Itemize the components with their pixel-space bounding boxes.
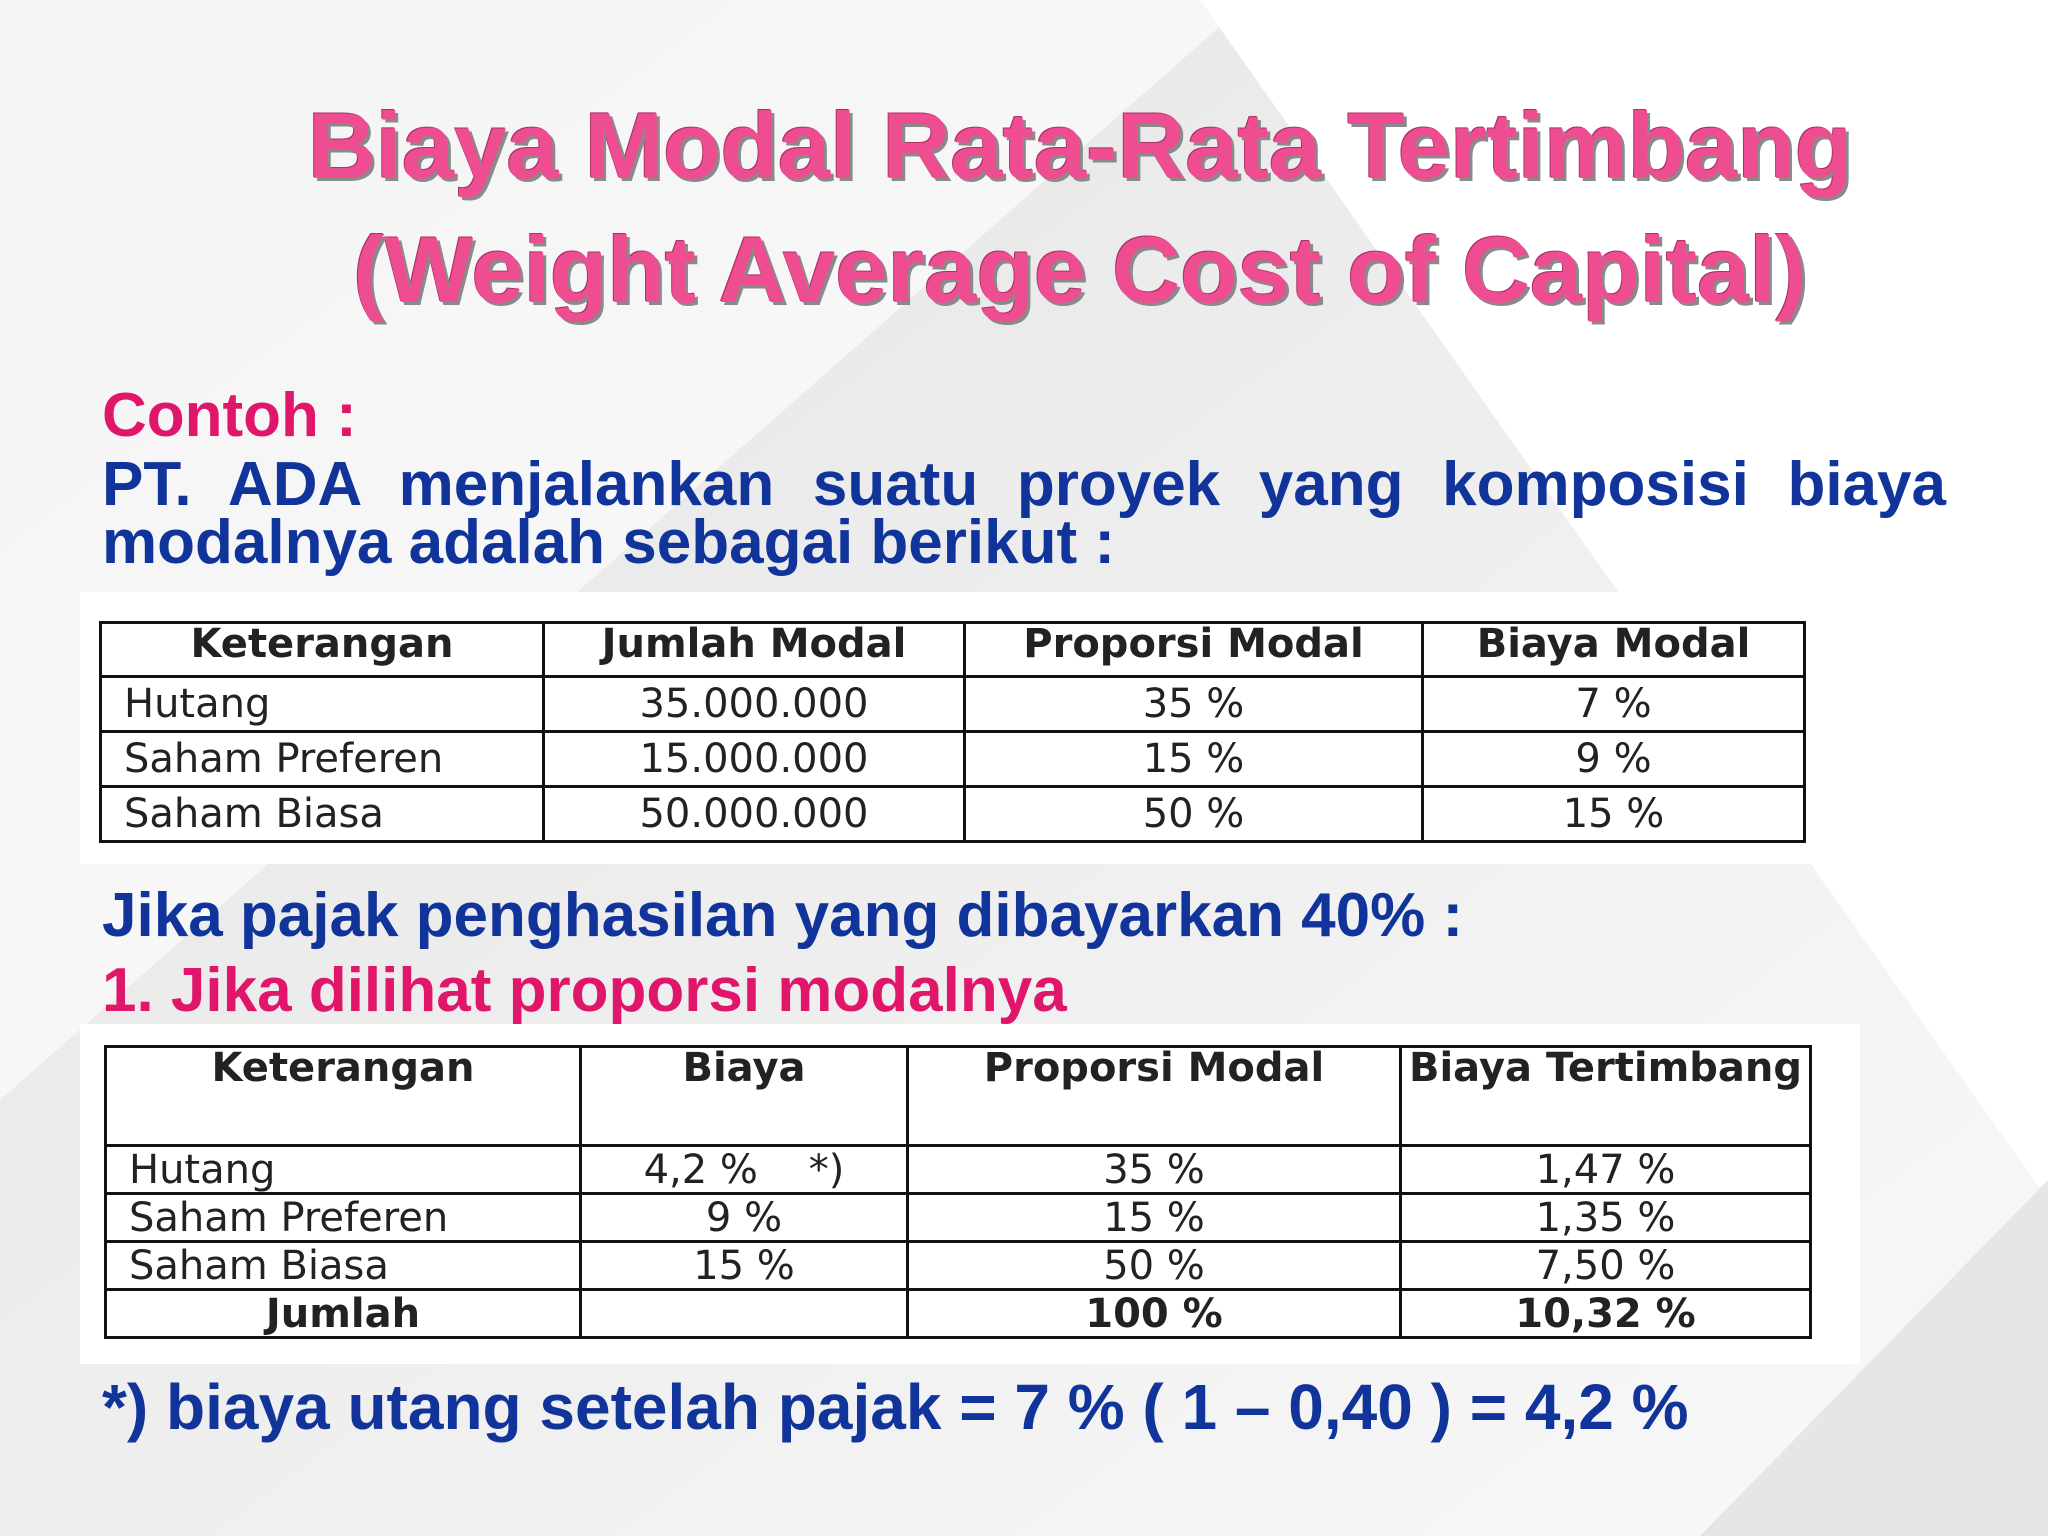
row: Saham Preferen 9 % 15 % 1,35 % <box>104 1192 1812 1243</box>
cell: 4,2 % *) <box>579 1144 909 1195</box>
header-cell: Proporsi Modal <box>963 621 1424 678</box>
cell: 10,32 % <box>1399 1288 1812 1339</box>
cell: Saham Preferen <box>104 1192 582 1243</box>
header-cell: Biaya <box>579 1045 909 1147</box>
cell: 1,47 % <box>1399 1144 1812 1195</box>
cell <box>579 1288 909 1339</box>
header-cell: Jumlah Modal <box>542 621 966 678</box>
cell: 7,50 % <box>1399 1240 1812 1291</box>
tax-text: Jika pajak penghasilan yang dibayarkan 4… <box>102 881 1464 950</box>
cell: 35 % <box>963 675 1424 733</box>
cell: 9 % <box>1421 730 1806 788</box>
total-row: Jumlah 100 % 10,32 % <box>104 1288 1812 1339</box>
cell: Jumlah <box>104 1288 582 1339</box>
cell: 15 % <box>579 1240 909 1291</box>
header-cell: Proporsi Modal <box>906 1045 1402 1147</box>
cell: 15 % <box>963 730 1424 788</box>
header-cell: Keterangan <box>104 1045 582 1147</box>
header-row: Keterangan Biaya Proporsi Modal Biaya Terti… <box>104 1045 1812 1147</box>
cell: 7 % <box>1421 675 1806 733</box>
intro-text: PT. ADA menjalankan suatu proyek yang ko… <box>102 450 1946 577</box>
cell: Saham Preferen <box>99 730 545 788</box>
cell: 50.000.000 <box>542 785 966 843</box>
intro-label: Contoh : <box>102 381 357 450</box>
cell: 15 % <box>906 1192 1402 1243</box>
row: Saham Preferen 15.000.000 15 % 9 % <box>99 730 1806 788</box>
cell: Saham Biasa <box>104 1240 582 1291</box>
cell: 50 % <box>906 1240 1402 1291</box>
row: Saham Biasa 50.000.000 50 % 15 % <box>99 785 1806 843</box>
title-line: (Weight Average Cost of Capital) <box>353 217 1807 322</box>
cell: 15 % <box>1421 785 1806 843</box>
cell: 35 % <box>906 1144 1402 1195</box>
cell: 50 % <box>963 785 1424 843</box>
header-cell: Biaya Modal <box>1421 621 1806 678</box>
cell: 35.000.000 <box>542 675 966 733</box>
header-row: Keterangan Jumlah Modal Proporsi Modal Biay… <box>99 621 1806 678</box>
header-cell: Keterangan <box>99 621 545 678</box>
footnote: *) biaya utang setelah pajak = 7 % ( 1 –… <box>102 1371 1689 1443</box>
row: Hutang 35.000.000 35 % 7 % <box>99 675 1806 733</box>
cell: Hutang <box>104 1144 582 1195</box>
cell: 1,35 % <box>1399 1192 1812 1243</box>
cell: 15.000.000 <box>542 730 966 788</box>
cell: 100 % <box>906 1288 1402 1339</box>
step-text: 1. Jika dilihat proporsi modalnya <box>102 956 1067 1025</box>
row: Hutang 4,2 % *) 35 % 1,47 % <box>104 1144 1812 1195</box>
cell: 9 % <box>579 1192 909 1243</box>
table-1: Keterangan Jumlah Modal Proporsi Modal Biay… <box>99 621 1806 843</box>
cell: Saham Biasa <box>99 785 545 843</box>
cell: Hutang <box>99 675 545 733</box>
bg-shape <box>1700 1180 2048 1536</box>
row: Saham Biasa 15 % 50 % 7,50 % <box>104 1240 1812 1291</box>
table-2: Keterangan Biaya Proporsi Modal Biaya Terti… <box>104 1045 1812 1339</box>
header-cell: Biaya Tertimbang <box>1399 1045 1812 1147</box>
title-line: Biaya Modal Rata-Rata Tertimbang <box>307 93 1853 198</box>
